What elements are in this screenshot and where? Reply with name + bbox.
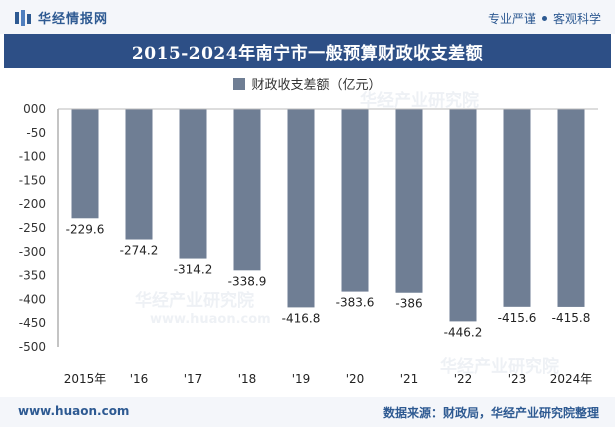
legend-swatch	[233, 77, 246, 90]
bar	[233, 109, 261, 271]
y-tick-label: -300	[19, 245, 46, 259]
footer-source: 数据来源：财政局，华经产业研究院整理	[382, 406, 599, 420]
y-tick-label: -500	[19, 340, 46, 354]
x-tick-label: 2024年	[550, 372, 593, 386]
bar	[71, 109, 99, 219]
y-tick-label: -150	[19, 173, 46, 187]
y-tick-label: -250	[19, 221, 46, 235]
watermark-text: 华经产业研究院	[360, 91, 479, 111]
y-tick-label: -350	[19, 269, 46, 283]
y-tick-label: -100	[19, 150, 46, 164]
x-tick-label: '23	[508, 372, 527, 386]
bar	[395, 109, 423, 293]
bar	[449, 109, 477, 322]
brand-name: 华经情报网	[38, 12, 109, 27]
watermark-text: 华经产业研究院	[135, 291, 254, 311]
top-bar: 华经情报网 专业严谨 客观科学	[0, 0, 615, 34]
x-tick-label: '18	[238, 372, 257, 386]
x-tick-label: '16	[130, 372, 149, 386]
y-tick-label: -200	[19, 197, 46, 211]
data-label: -229.6	[66, 222, 105, 236]
x-tick-label: 2015年	[64, 372, 107, 386]
data-label: -415.8	[552, 311, 591, 325]
slogan-1: 专业严谨	[487, 12, 536, 26]
bar	[287, 109, 315, 308]
bar	[503, 109, 531, 307]
footer-bar: www.huaon.com 数据来源：财政局，华经产业研究院整理	[0, 397, 615, 427]
bar	[179, 109, 207, 259]
data-label: -314.2	[174, 263, 213, 277]
data-label: -446.2	[444, 325, 483, 339]
watermark-url: www.huaon.com	[150, 312, 271, 327]
chart-title: 2015-2024年南宁市一般预算财政收支差额	[131, 43, 484, 64]
bar	[341, 109, 369, 292]
x-tick-label: '21	[400, 372, 419, 386]
data-label: -338.9	[228, 274, 267, 288]
dot-separator-icon	[541, 16, 547, 21]
y-tick-label: -50	[26, 126, 46, 140]
slogan-2: 客观科学	[552, 12, 601, 26]
x-tick-label: '20	[346, 372, 365, 386]
slogan: 专业严谨 客观科学	[488, 10, 601, 27]
y-tick-label: -450	[19, 316, 46, 330]
data-label: -416.8	[282, 311, 321, 325]
footer-website-link[interactable]: www.huaon.com	[18, 404, 130, 418]
legend-label: 财政收支差额（亿元）	[251, 78, 382, 93]
bar	[557, 109, 585, 307]
x-tick-label: '22	[454, 372, 473, 386]
title-bar: 2015-2024年南宁市一般预算财政收支差额	[4, 34, 611, 68]
brand-logo-icon	[15, 9, 31, 26]
y-tick-label: -400	[19, 292, 46, 306]
brand[interactable]: 华经情报网	[14, 8, 108, 27]
data-label: -274.2	[120, 244, 159, 258]
bar	[125, 109, 153, 240]
data-label: -415.6	[498, 311, 537, 325]
watermark-text: 华经产业研究院	[440, 357, 559, 377]
y-tick-label: 000	[23, 102, 46, 116]
chart-legend: 财政收支差额（亿元）	[0, 74, 615, 93]
data-label: -386	[395, 297, 422, 311]
x-tick-label: '17	[184, 372, 203, 386]
data-label: -383.6	[336, 296, 375, 310]
x-tick-label: '19	[292, 372, 311, 386]
